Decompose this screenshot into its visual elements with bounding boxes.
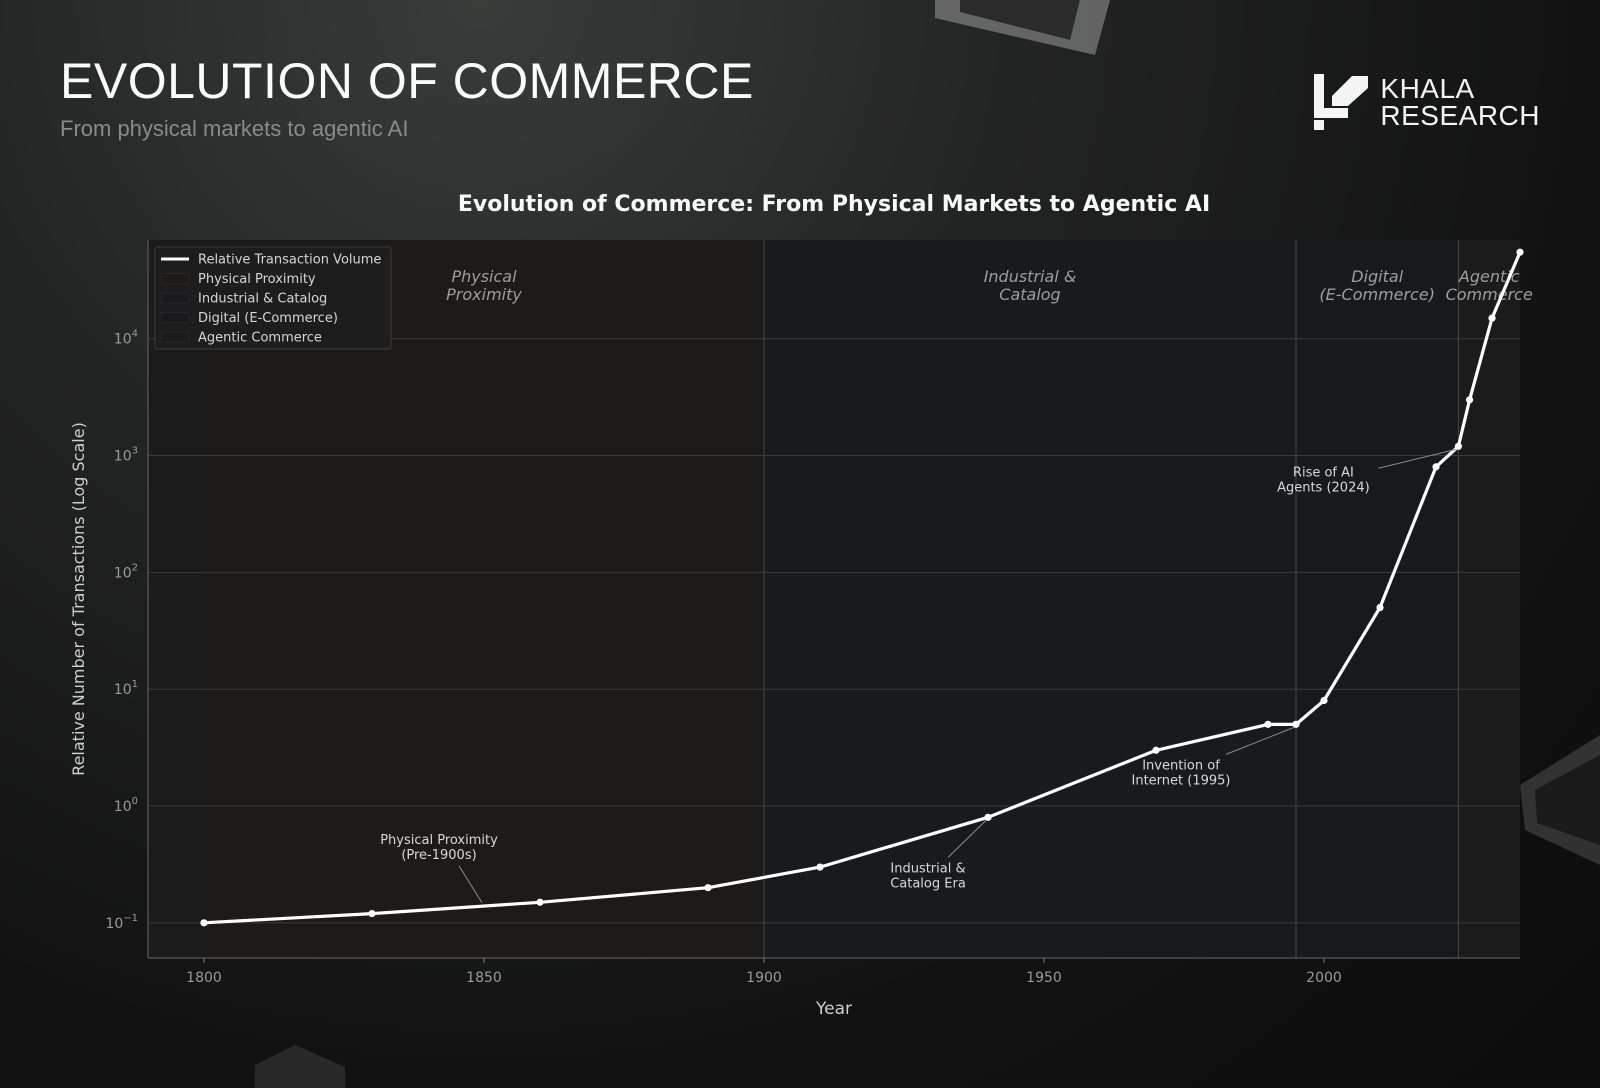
data-point — [816, 863, 824, 871]
era-label: Proximity — [446, 285, 522, 304]
data-point — [1320, 696, 1328, 705]
y-axis-label: Relative Number of Transactions (Log Sca… — [69, 422, 88, 776]
era-span-1 — [764, 240, 1296, 958]
annotation-text: Physical Proximity — [380, 833, 498, 848]
data-point — [1488, 314, 1496, 322]
khala-logo-icon — [1314, 74, 1369, 130]
y-tick-label: 103 — [114, 446, 138, 465]
y-tick-label: 100 — [114, 796, 138, 815]
annotation-arrow — [947, 819, 987, 858]
annotation-arrow — [1378, 448, 1457, 469]
data-point — [536, 898, 544, 906]
y-tick-label: 104 — [114, 329, 138, 348]
annotation-text: Invention of — [1142, 758, 1220, 773]
legend-swatch-era — [160, 273, 190, 284]
data-point — [1264, 720, 1272, 728]
page-header: EVOLUTION OF COMMERCE From physical mark… — [60, 56, 754, 142]
legend-entry-text: Industrial & Catalog — [198, 292, 327, 307]
legend-box — [154, 246, 392, 350]
brand-line-1: KHALA — [1380, 73, 1475, 104]
annotation-arrow — [458, 865, 483, 904]
annotation-text: Internet (1995) — [1132, 773, 1231, 788]
era-label: Physical — [451, 267, 517, 286]
annotation-text: Rise of AI — [1293, 465, 1354, 480]
legend-swatch-era — [160, 312, 190, 323]
x-tick-label: 1950 — [1026, 970, 1062, 986]
data-point — [1466, 396, 1474, 404]
era-label: Commerce — [1446, 285, 1533, 304]
data-point — [1454, 442, 1462, 450]
data-point — [1516, 248, 1524, 256]
page-title: EVOLUTION OF COMMERCE — [60, 53, 754, 109]
x-tick-label: 1800 — [186, 970, 222, 986]
era-label: Catalog — [999, 285, 1060, 304]
annotation-text: Agents (2024) — [1277, 480, 1370, 495]
data-point — [368, 909, 376, 918]
series-line — [203, 251, 1522, 925]
data-point — [984, 813, 992, 821]
decorative-cube-top — [935, 0, 1110, 55]
data-point — [704, 884, 712, 892]
brand-name: KHALA RESEARCH — [1380, 73, 1540, 131]
brand-logo: KHALA RESEARCH — [1312, 74, 1540, 130]
y-tick-label: 101 — [114, 679, 138, 698]
data-point — [1376, 603, 1384, 612]
era-span-3 — [1458, 240, 1520, 958]
x-tick-label: 1850 — [466, 970, 502, 986]
x-axis-label: Year — [815, 999, 852, 1019]
annotation-arrow — [1225, 726, 1295, 755]
x-tick-label: 2000 — [1306, 970, 1342, 986]
legend-entry-text: Relative Transaction Volume — [198, 253, 381, 268]
decorative-cube-bottom — [255, 1045, 345, 1088]
annotation-text: Industrial & — [890, 861, 965, 876]
brand-line-2: RESEARCH — [1380, 100, 1540, 131]
page-subtitle: From physical markets to agentic AI — [60, 116, 409, 141]
y-tick-label: 102 — [114, 562, 138, 581]
era-span-0 — [204, 240, 764, 958]
chart-title: Evolution of Commerce: From Physical Mar… — [458, 192, 1210, 217]
y-tick-label: 10−1 — [105, 913, 138, 932]
data-point — [200, 919, 208, 927]
era-label: Digital — [1351, 267, 1403, 286]
legend-swatch-era — [160, 292, 190, 304]
x-tick-label: 1900 — [746, 970, 782, 986]
annotation-text: (Pre-1900s) — [401, 848, 476, 863]
data-point — [1152, 746, 1160, 754]
legend-entry-text: Agentic Commerce — [198, 331, 322, 346]
data-point — [1432, 463, 1440, 471]
data-point — [1292, 720, 1300, 728]
era-label: Industrial & — [984, 267, 1077, 286]
legend-entry-text: Physical Proximity — [198, 272, 316, 287]
decorative-cube-right — [1520, 735, 1600, 865]
era-span-2 — [1296, 240, 1459, 958]
legend-swatch-era — [160, 331, 190, 343]
annotation-text: Catalog Era — [890, 876, 966, 891]
legend-entry-text: Digital (E-Commerce) — [198, 311, 338, 326]
era-label: (E-Commerce) — [1319, 285, 1435, 304]
era-label: Agentic — [1458, 267, 1520, 286]
